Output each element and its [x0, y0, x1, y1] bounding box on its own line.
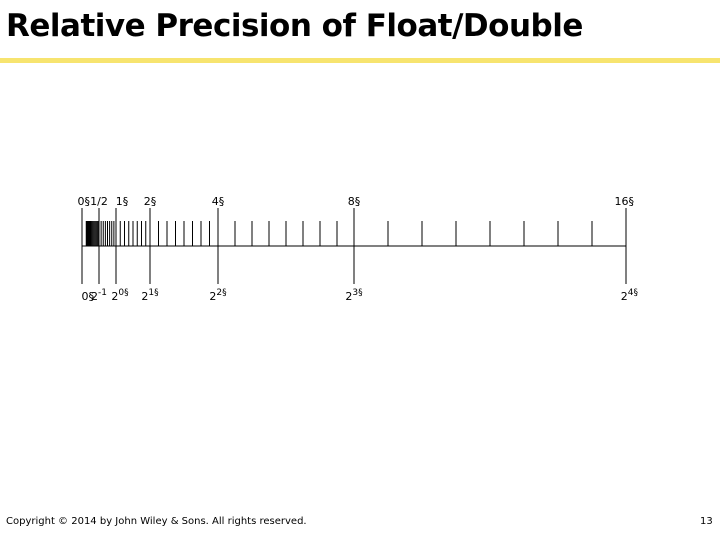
- power-label: 0§: [82, 290, 95, 303]
- exponent: 2§: [216, 288, 227, 298]
- slide-title: Relative Precision of Float/Double: [6, 8, 583, 44]
- top-label: 4§: [212, 195, 225, 208]
- exponent: 1§: [148, 288, 159, 298]
- power-label: 2-1: [91, 288, 107, 303]
- top-label: 2§: [144, 195, 157, 208]
- exponent: -1: [98, 288, 107, 298]
- top-label: 8§: [348, 195, 361, 208]
- page-number: 13: [700, 516, 713, 527]
- power-label: 24§: [621, 288, 639, 303]
- top-label: 0§: [78, 195, 91, 208]
- title-underline: [0, 58, 720, 63]
- top-label: 1/2: [90, 195, 108, 208]
- exponent: 4§: [628, 288, 639, 298]
- power-label: 21§: [141, 288, 159, 303]
- top-label: 1§: [116, 195, 129, 208]
- tick-marks: [81, 208, 627, 284]
- power-of-two-labels: 0§2-1 20§ 21§ 22§ 23§ 24§: [82, 288, 639, 303]
- top-label: 16§: [615, 195, 635, 208]
- power-label: 22§: [209, 288, 227, 303]
- exponent: 3§: [352, 288, 363, 298]
- copyright-footer: Copyright © 2014 by John Wiley & Sons. A…: [6, 516, 307, 527]
- power-label: 20§: [111, 288, 129, 303]
- exponent: 0§: [118, 288, 129, 298]
- top-value-labels: 0§ 1/2 1§ 2§ 4§ 8§ 16§: [78, 195, 635, 208]
- power-label: 23§: [345, 288, 363, 303]
